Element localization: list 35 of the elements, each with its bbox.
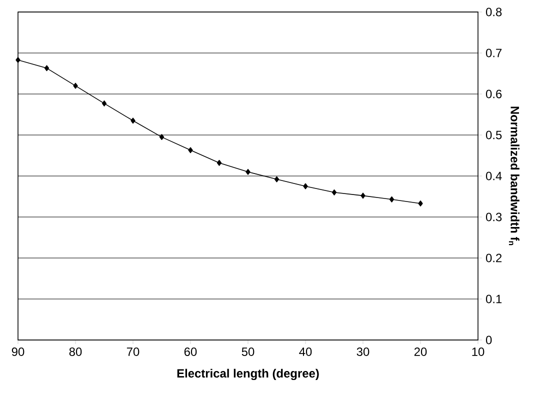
point [130, 118, 136, 124]
y-axis-title: Normalized bandwidth f$_{n}$ [508, 106, 520, 246]
point [102, 100, 107, 106]
x-tick-label: 30 [356, 348, 370, 356]
y-tick-label: 0.4 [486, 172, 502, 180]
y-tick-label: 0.8 [486, 8, 502, 16]
x-tick-label: 40 [299, 348, 312, 356]
point [16, 56, 20, 63]
y-tick-label: 0.2 [486, 254, 502, 262]
x-tick-label: 50 [242, 348, 254, 356]
x-tick-label: 70 [126, 348, 140, 356]
point [73, 82, 78, 89]
point [360, 192, 366, 199]
y-tick-label: 0.6 [486, 90, 502, 98]
y-tick-label: 0.5 [486, 130, 502, 140]
x-axis-title: Electrical length (degree) [177, 368, 319, 380]
point [246, 168, 250, 175]
x-tick-label: 10 [472, 348, 484, 356]
x-tick-label: 90 [12, 348, 24, 356]
x-tick-label: 80 [69, 348, 82, 356]
point [332, 189, 337, 196]
x-tick-label: 60 [184, 348, 197, 356]
point [44, 65, 50, 72]
y-tick-label: 0.7 [486, 48, 502, 58]
point [418, 200, 423, 206]
point [389, 196, 394, 202]
y-tick-label: 0.3 [486, 212, 502, 222]
point [274, 176, 280, 182]
point [216, 160, 222, 166]
point [188, 147, 193, 154]
point [159, 134, 164, 140]
y-tick-label: 0 [486, 336, 492, 344]
x-tick-label: 20 [414, 348, 427, 356]
y-tick-label: 0.1 [486, 294, 502, 304]
point [303, 183, 308, 190]
